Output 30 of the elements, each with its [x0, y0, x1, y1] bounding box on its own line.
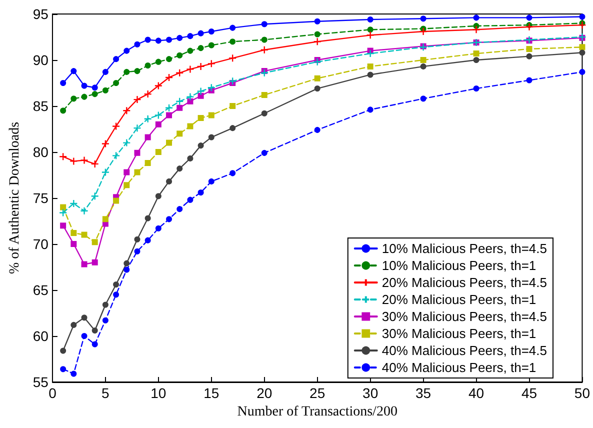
x-tick-label: 40: [468, 385, 484, 401]
y-tick-label: 55: [32, 374, 49, 390]
legend-label: 20% Malicious Peers, th=4.5: [382, 275, 548, 290]
y-axis-title: % of Authentic Downloads: [8, 122, 22, 274]
y-tick-label: 85: [32, 98, 49, 114]
x-tick-label: 50: [574, 385, 590, 401]
y-tick-label: 80: [32, 144, 49, 160]
y-tick-label: 90: [32, 52, 49, 68]
legend-label: 30% Malicious Peers, th=1: [382, 326, 536, 341]
y-tick-label: 60: [32, 328, 49, 344]
x-tick-label: 35: [416, 385, 432, 401]
x-tick-label: 45: [521, 385, 538, 401]
x-tick-label: 0: [48, 385, 57, 401]
x-axis-title: Number of Transactions/200: [237, 404, 398, 420]
legend-label: 40% Malicious Peers, th=4.5: [382, 343, 548, 358]
y-tick-label: 95: [32, 6, 49, 22]
y-tick-label: 75: [32, 190, 49, 206]
x-tick-label: 10: [150, 385, 166, 401]
legend-label: 40% Malicious Peers, th=1: [382, 360, 536, 375]
x-tick-label: 15: [204, 385, 220, 401]
x-tick-label: 30: [362, 385, 378, 401]
legend-label: 20% Malicious Peers, th=1: [382, 292, 536, 307]
legend-label: 10% Malicious Peers, th=4.5: [382, 241, 548, 256]
x-tick-label: 5: [102, 385, 110, 401]
legend-label: 10% Malicious Peers, th=1: [382, 258, 536, 273]
x-tick-label: 20: [256, 385, 272, 401]
x-tick-label: 25: [310, 385, 326, 401]
y-tick-label: 65: [32, 282, 49, 298]
y-tick-label: 70: [32, 236, 49, 252]
legend-label: 30% Malicious Peers, th=4.5: [382, 309, 548, 324]
